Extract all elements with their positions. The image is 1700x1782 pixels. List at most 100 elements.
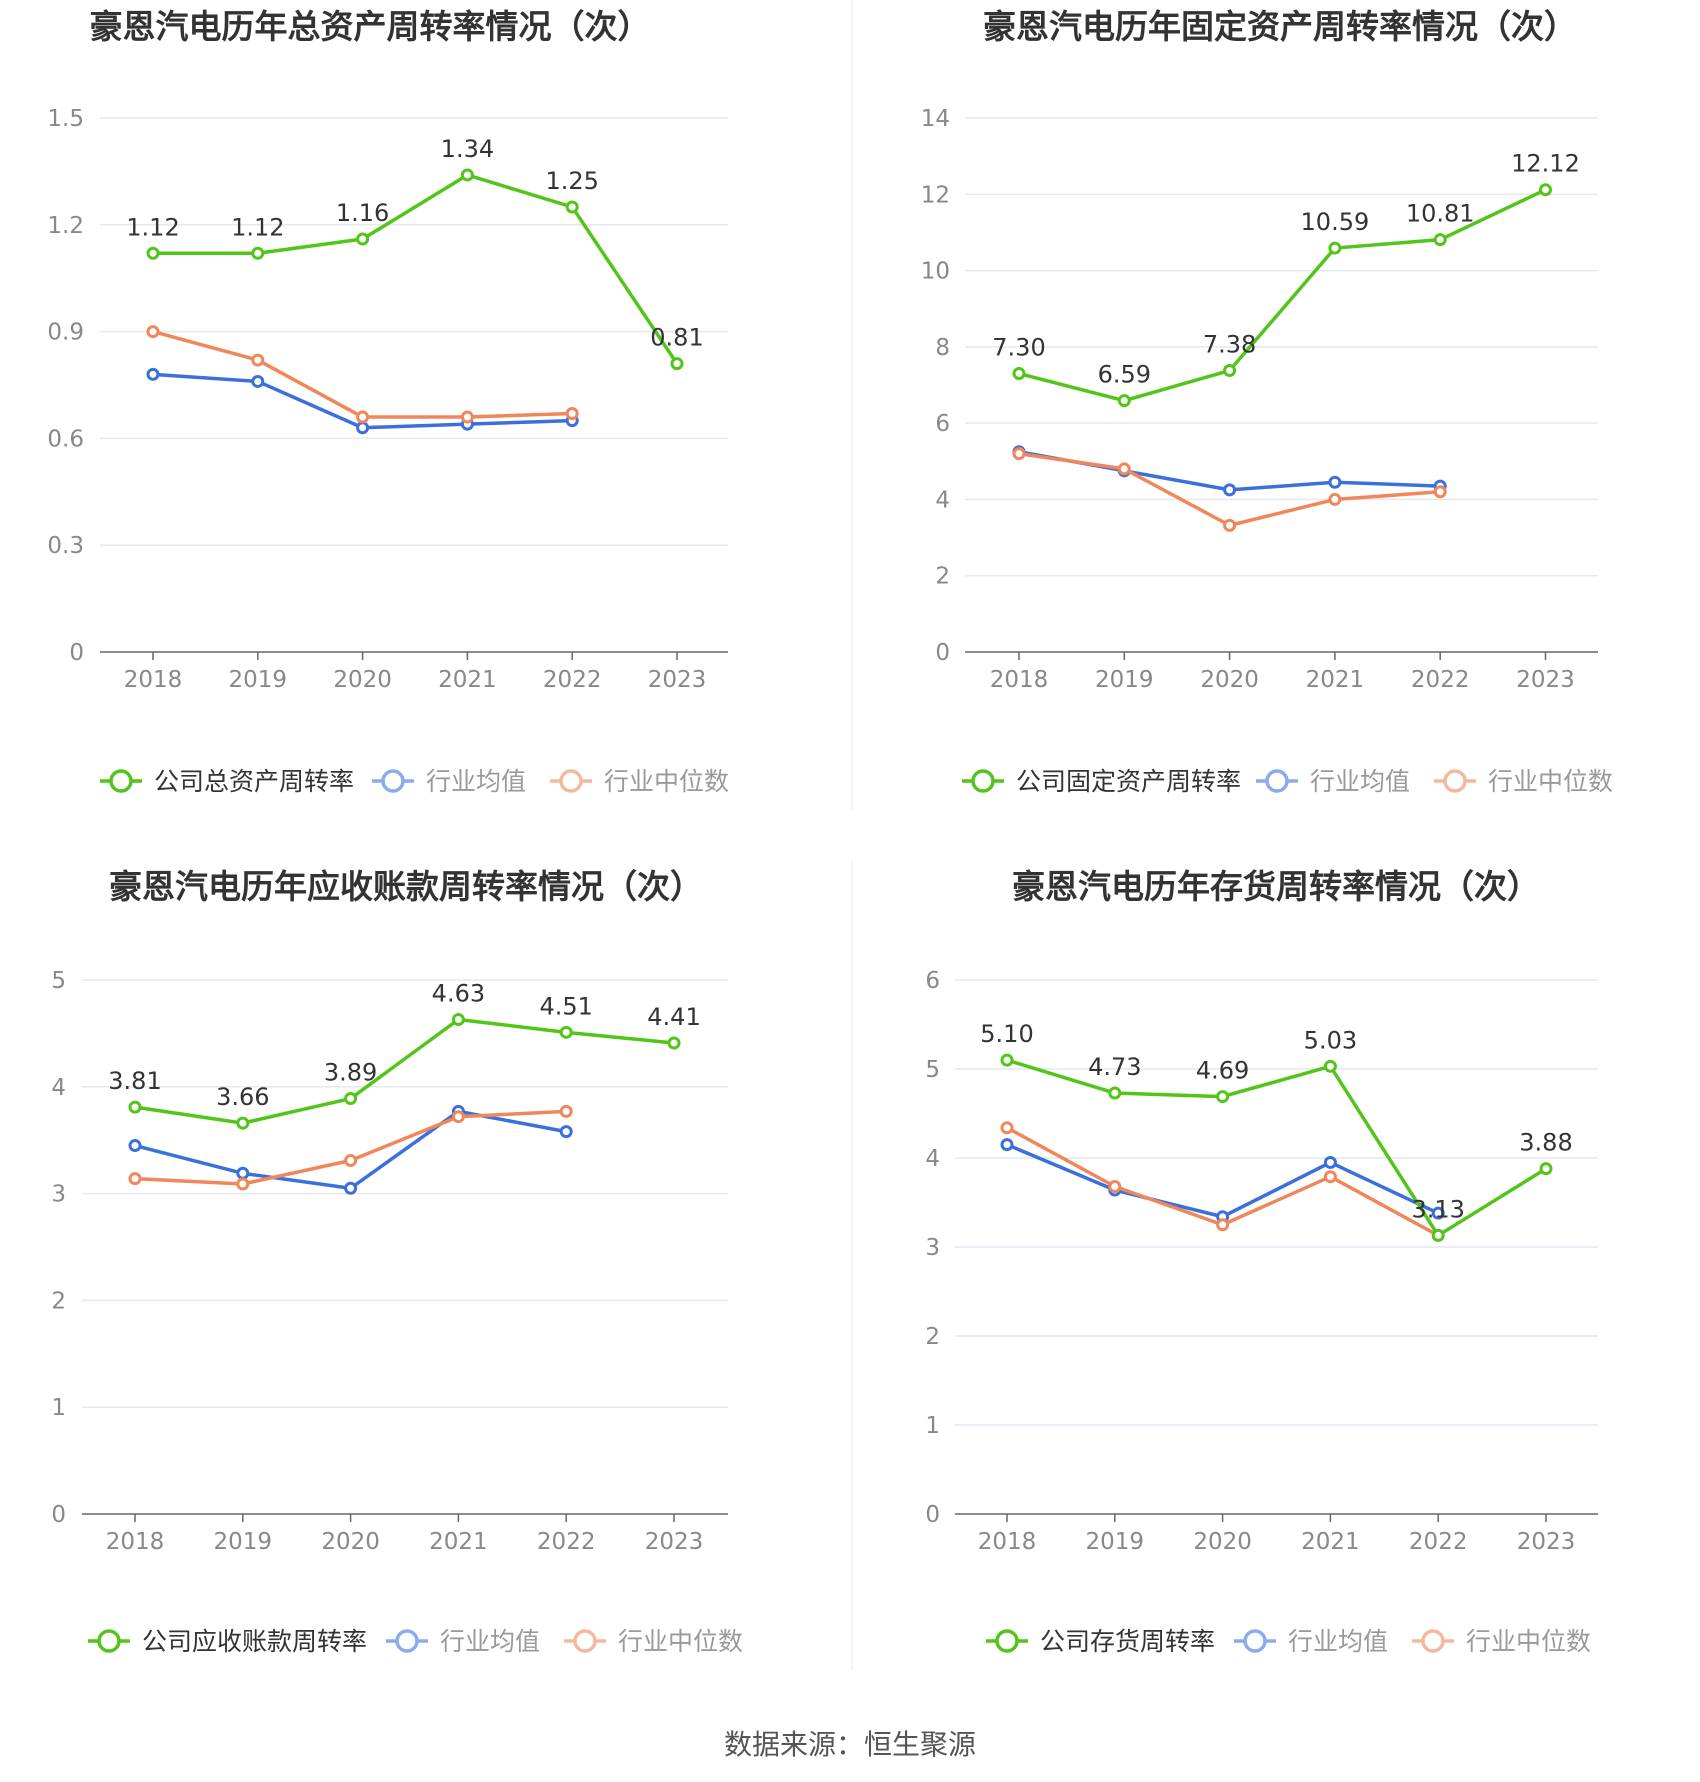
y-tick-label: 6 — [935, 411, 950, 437]
data-point-median — [344, 1153, 358, 1167]
y-tick-label: 4 — [925, 1146, 940, 1172]
legend-marker-avg — [1265, 769, 1289, 793]
data-point-company — [236, 1116, 250, 1130]
y-tick-label: 6 — [925, 968, 940, 994]
data-point-company — [670, 357, 684, 371]
y-tick-label: 0.9 — [47, 320, 84, 346]
series-line-company — [1018, 188, 1547, 403]
chart-title: 豪恩汽电历年存货周转率情况（次） — [1012, 867, 1540, 906]
y-tick-label: 2 — [51, 1288, 66, 1314]
data-label: 12.12 — [1511, 150, 1580, 178]
series-line-median — [152, 329, 573, 419]
data-point-company — [1323, 1059, 1337, 1073]
y-tick-label: 0.3 — [47, 533, 84, 559]
x-tick-label: 2018 — [106, 1529, 165, 1555]
data-label: 5.10 — [980, 1020, 1033, 1048]
x-tick-label: 2018 — [124, 667, 183, 693]
legend-label-median: 行业中位数 — [604, 767, 729, 796]
series-line-avg — [134, 1109, 567, 1191]
data-point-company — [1108, 1086, 1122, 1100]
data-point-avg — [1431, 1206, 1445, 1220]
y-tick-label: 0 — [925, 1502, 940, 1528]
x-tick-label: 2022 — [1409, 1529, 1468, 1555]
legend-label-company: 公司存货周转率 — [1040, 1627, 1215, 1656]
data-point-company — [251, 246, 265, 260]
data-label: 7.30 — [992, 334, 1045, 362]
data-point-median — [1012, 447, 1026, 461]
data-point-company — [451, 1013, 465, 1027]
data-label: 0.81 — [650, 324, 703, 352]
x-tick-label: 2021 — [1301, 1529, 1360, 1555]
x-tick-label: 2021 — [1306, 667, 1365, 693]
y-tick-label: 2 — [925, 1324, 940, 1350]
x-tick-label: 2018 — [990, 667, 1049, 693]
data-point-company — [1539, 183, 1552, 197]
data-point-avg — [236, 1166, 250, 1180]
data-point-company — [1433, 233, 1447, 247]
data-label: 7.38 — [1203, 331, 1256, 359]
data-point-avg — [128, 1139, 142, 1153]
data-label: 3.81 — [108, 1067, 161, 1095]
legend-marker-company — [995, 1629, 1019, 1653]
y-tick-label: 3 — [51, 1182, 66, 1208]
data-label: 1.25 — [545, 167, 598, 195]
data-label: 3.66 — [216, 1083, 269, 1111]
data-point-median — [1117, 462, 1131, 476]
x-tick-label: 2023 — [645, 1529, 704, 1555]
data-point-median — [1108, 1179, 1122, 1193]
chart-title: 豪恩汽电历年固定资产周转率情况（次） — [983, 7, 1577, 46]
data-point-median — [251, 353, 265, 367]
data-point-avg — [1328, 475, 1342, 489]
data-point-median — [1223, 518, 1237, 532]
x-tick-label: 2019 — [1086, 1529, 1145, 1555]
x-tick-label: 2020 — [1193, 1529, 1252, 1555]
data-point-avg — [559, 1125, 573, 1139]
x-tick-label: 2020 — [321, 1529, 380, 1555]
y-tick-label: 5 — [925, 1057, 940, 1083]
x-tick-label: 2023 — [1516, 667, 1575, 693]
data-label: 4.41 — [647, 1003, 700, 1031]
data-point-median — [1323, 1170, 1337, 1184]
data-point-median — [1328, 492, 1342, 506]
data-point-median — [146, 325, 160, 339]
y-tick-label: 10 — [921, 259, 950, 285]
data-point-company — [146, 246, 160, 260]
data-point-company — [1216, 1090, 1230, 1104]
y-tick-label: 0 — [69, 640, 84, 666]
data-point-company — [565, 200, 579, 214]
y-tick-label: 3 — [925, 1235, 940, 1261]
legend-marker-avg — [381, 769, 405, 793]
y-tick-label: 5 — [51, 968, 66, 994]
y-tick-label: 4 — [935, 487, 950, 513]
legend-marker-median — [1421, 1629, 1445, 1653]
x-tick-label: 2020 — [1200, 667, 1259, 693]
data-point-median — [128, 1172, 142, 1186]
y-tick-label: 0 — [935, 640, 950, 666]
data-label: 5.03 — [1304, 1026, 1357, 1054]
data-label: 10.59 — [1301, 208, 1370, 236]
series-line-median — [134, 1109, 567, 1186]
chart-4: 豪恩汽电历年存货周转率情况（次） 0 1 2 3 4 5 6 2018 2019 2020 2021 2… — [925, 867, 1598, 1656]
data-point-company — [1117, 394, 1131, 408]
y-tick-label: 8 — [935, 335, 950, 361]
data-label: 4.73 — [1088, 1053, 1141, 1081]
x-tick-label: 2021 — [429, 1529, 488, 1555]
legend-label-avg: 行业均值 — [1288, 1627, 1388, 1656]
data-point-avg — [344, 1181, 358, 1195]
legend-marker-median — [559, 769, 583, 793]
legend-label-median: 行业中位数 — [1466, 1627, 1591, 1656]
data-label: 10.81 — [1406, 200, 1475, 228]
legend-label-avg: 行业均值 — [1310, 767, 1410, 796]
data-point-company — [344, 1092, 358, 1106]
legend-marker-median — [573, 1629, 597, 1653]
x-tick-label: 2020 — [333, 667, 392, 693]
x-tick-label: 2023 — [648, 667, 707, 693]
legend-label-avg: 行业均值 — [426, 767, 526, 796]
y-tick-label: 1.2 — [47, 213, 84, 239]
data-point-median — [1000, 1121, 1014, 1135]
data-point-avg — [1323, 1155, 1337, 1169]
legend-marker-avg — [395, 1629, 419, 1653]
legend-label-company: 公司应收账款周转率 — [142, 1627, 367, 1656]
x-tick-label: 2018 — [978, 1529, 1037, 1555]
